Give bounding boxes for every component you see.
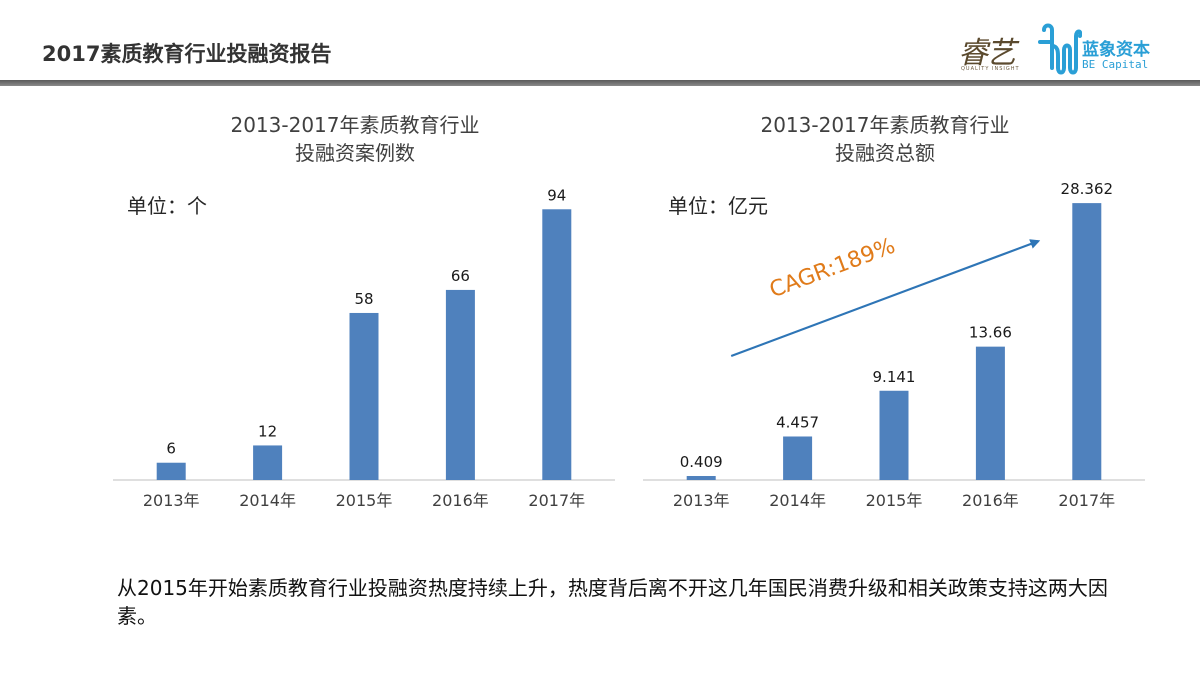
investment-amount-value-label: 4.457 [776,413,819,431]
investment-amount-x-tick-label: 2013年 [673,491,730,510]
deal-count-value-label: 6 [166,440,176,458]
page-title: 2017素质教育行业投融资报告 [42,42,332,66]
ruiyi-logo: 睿艺 QUALITY INSIGHT [958,28,1030,76]
deal-count-x-tick-label: 2014年 [239,491,296,510]
slide-header: 2017素质教育行业投融资报告 睿艺 QUALITY INSIGHT 蓝象资本 … [0,0,1200,86]
investment-amount-bar [1072,203,1102,480]
ruiyi-logo-mark: 睿艺 [958,36,1016,71]
deal-count-bar [445,289,475,480]
be-capital-logo-cn: 蓝象资本 [1082,40,1150,60]
deal-count-x-tick-label: 2015年 [336,491,393,510]
investment-amount-value-label: 0.409 [680,453,723,471]
deal-count-bar [156,462,186,480]
be-capital-logo-en: BE Capital [1082,58,1149,71]
investment-amount-x-tick-label: 2017年 [1058,491,1115,510]
investment-amount-bar [975,346,1005,480]
investment-amount-bar [879,390,909,480]
deal-count-unit-label: 单位：个 [127,194,207,218]
investment-amount-unit-label: 单位：亿元 [668,194,768,218]
investment-amount-bar [686,476,716,480]
deal-count-value-label: 66 [451,267,470,285]
deal-count-x-tick-label: 2013年 [143,491,200,510]
investment-amount-plot: 0.409 2013年 4.457 2014年 9.141 2015年 13.66 2016年… [643,180,1145,510]
ruiyi-logo-tagline: QUALITY INSIGHT [961,66,1020,72]
be-capital-logo: 蓝象资本 BE Capital [1038,22,1168,78]
cagr-trend-arrow [730,239,1041,358]
summary-text: 从2015年开始素质教育行业投融资热度持续上升，热度背后离不开这几年国民消费升级… [117,576,1108,628]
elephant-icon [1038,23,1082,75]
deal-count-x-tick-label: 2016年 [432,491,489,510]
header-divider [0,80,1200,86]
deal-count-value-label: 12 [258,422,277,440]
deal-count-chart: 2013-2017年素质教育行业 投融资案例数 单位：个 6 2013年 12 201… [85,92,625,532]
deal-count-value-label: 58 [354,290,373,308]
investment-amount-value-label: 28.362 [1061,180,1114,198]
deal-count-bar [542,209,572,480]
deal-count-plot: 6 2013年 12 2014年 58 2015年 66 2016年 94 2017年 [113,186,615,510]
cagr-annotation: CAGR:189% [766,234,898,304]
deal-count-bar [349,312,379,480]
investment-amount-bar [783,436,813,480]
deal-count-chart-title-line2: 投融资案例数 [295,141,415,165]
investment-amount-x-tick-label: 2014年 [769,491,826,510]
investment-amount-value-label: 9.141 [873,368,916,386]
investment-amount-chart-title-line1: 2013-2017年素质教育行业 [760,113,1010,137]
deal-count-bar [253,445,283,480]
investment-amount-value-label: 13.66 [969,324,1012,342]
deal-count-chart-title-line1: 2013-2017年素质教育行业 [230,113,480,137]
investment-amount-chart: 2013-2017年素质教育行业 投融资总额 单位：亿元 0.409 2013年 4… [615,92,1155,532]
deal-count-value-label: 94 [547,186,566,204]
investment-amount-x-tick-label: 2016年 [962,491,1019,510]
investment-amount-chart-title-line2: 投融资总额 [835,141,935,165]
deal-count-x-tick-label: 2017年 [528,491,585,510]
investment-amount-x-tick-label: 2015年 [866,491,923,510]
